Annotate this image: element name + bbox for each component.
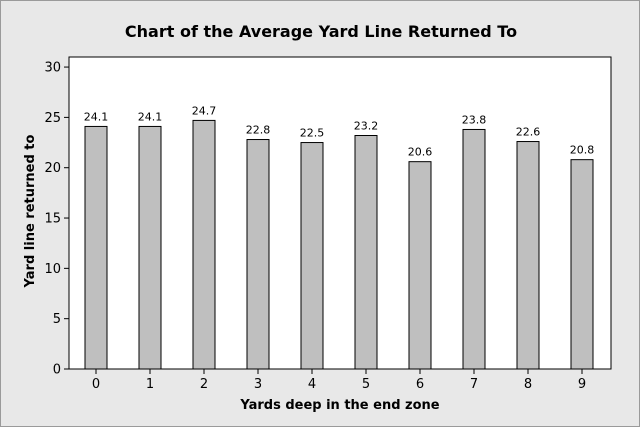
x-tick-label: 6 [416, 377, 424, 392]
data-label: 22.8 [246, 124, 271, 137]
y-tick-label: 0 [53, 363, 61, 378]
x-axis: 0 1 2 3 4 5 6 7 8 9 [92, 369, 586, 392]
x-tick-label: 7 [470, 377, 478, 392]
data-label: 23.8 [462, 113, 487, 126]
x-tick-label: 2 [200, 377, 208, 392]
y-tick-label: 30 [44, 61, 61, 76]
y-tick-label: 15 [44, 212, 61, 227]
x-axis-label: Yards deep in the end zone [239, 398, 439, 413]
y-tick-label: 20 [44, 161, 61, 176]
bar [570, 159, 594, 370]
x-tick-label: 4 [308, 377, 316, 392]
bars [84, 119, 594, 370]
x-tick-label: 3 [254, 377, 262, 392]
data-label: 24.1 [84, 110, 109, 123]
data-label: 24.1 [138, 110, 163, 123]
chart-title: Chart of the Average Yard Line Returned … [125, 22, 517, 41]
bar [300, 142, 324, 370]
bar [516, 141, 540, 370]
y-tick-label: 10 [44, 262, 61, 277]
x-tick-label: 5 [362, 377, 370, 392]
data-label: 20.8 [570, 144, 595, 157]
data-label: 22.5 [300, 127, 325, 140]
bar [192, 119, 216, 370]
y-axis: 0 5 10 15 20 25 30 [44, 61, 69, 378]
bar [246, 139, 270, 370]
bar [462, 128, 486, 370]
bar [408, 161, 432, 370]
x-tick-label: 8 [524, 377, 532, 392]
y-tick-label: 25 [44, 111, 61, 126]
data-labels: 24.1 24.1 24.7 22.8 22.5 23.2 20.6 23.8 22.6 20.8 [84, 104, 595, 158]
y-axis-label: Yard line returned to [23, 134, 38, 288]
x-tick-label: 1 [146, 377, 154, 392]
data-label: 23.2 [354, 120, 379, 133]
bar [138, 125, 162, 370]
bar [84, 125, 108, 370]
x-tick-label: 0 [92, 377, 100, 392]
data-label: 20.6 [408, 146, 433, 159]
bar [354, 135, 378, 370]
data-label: 22.6 [516, 126, 541, 139]
y-tick-label: 5 [53, 312, 61, 327]
data-label: 24.7 [192, 104, 217, 117]
x-tick-label: 9 [578, 377, 586, 392]
